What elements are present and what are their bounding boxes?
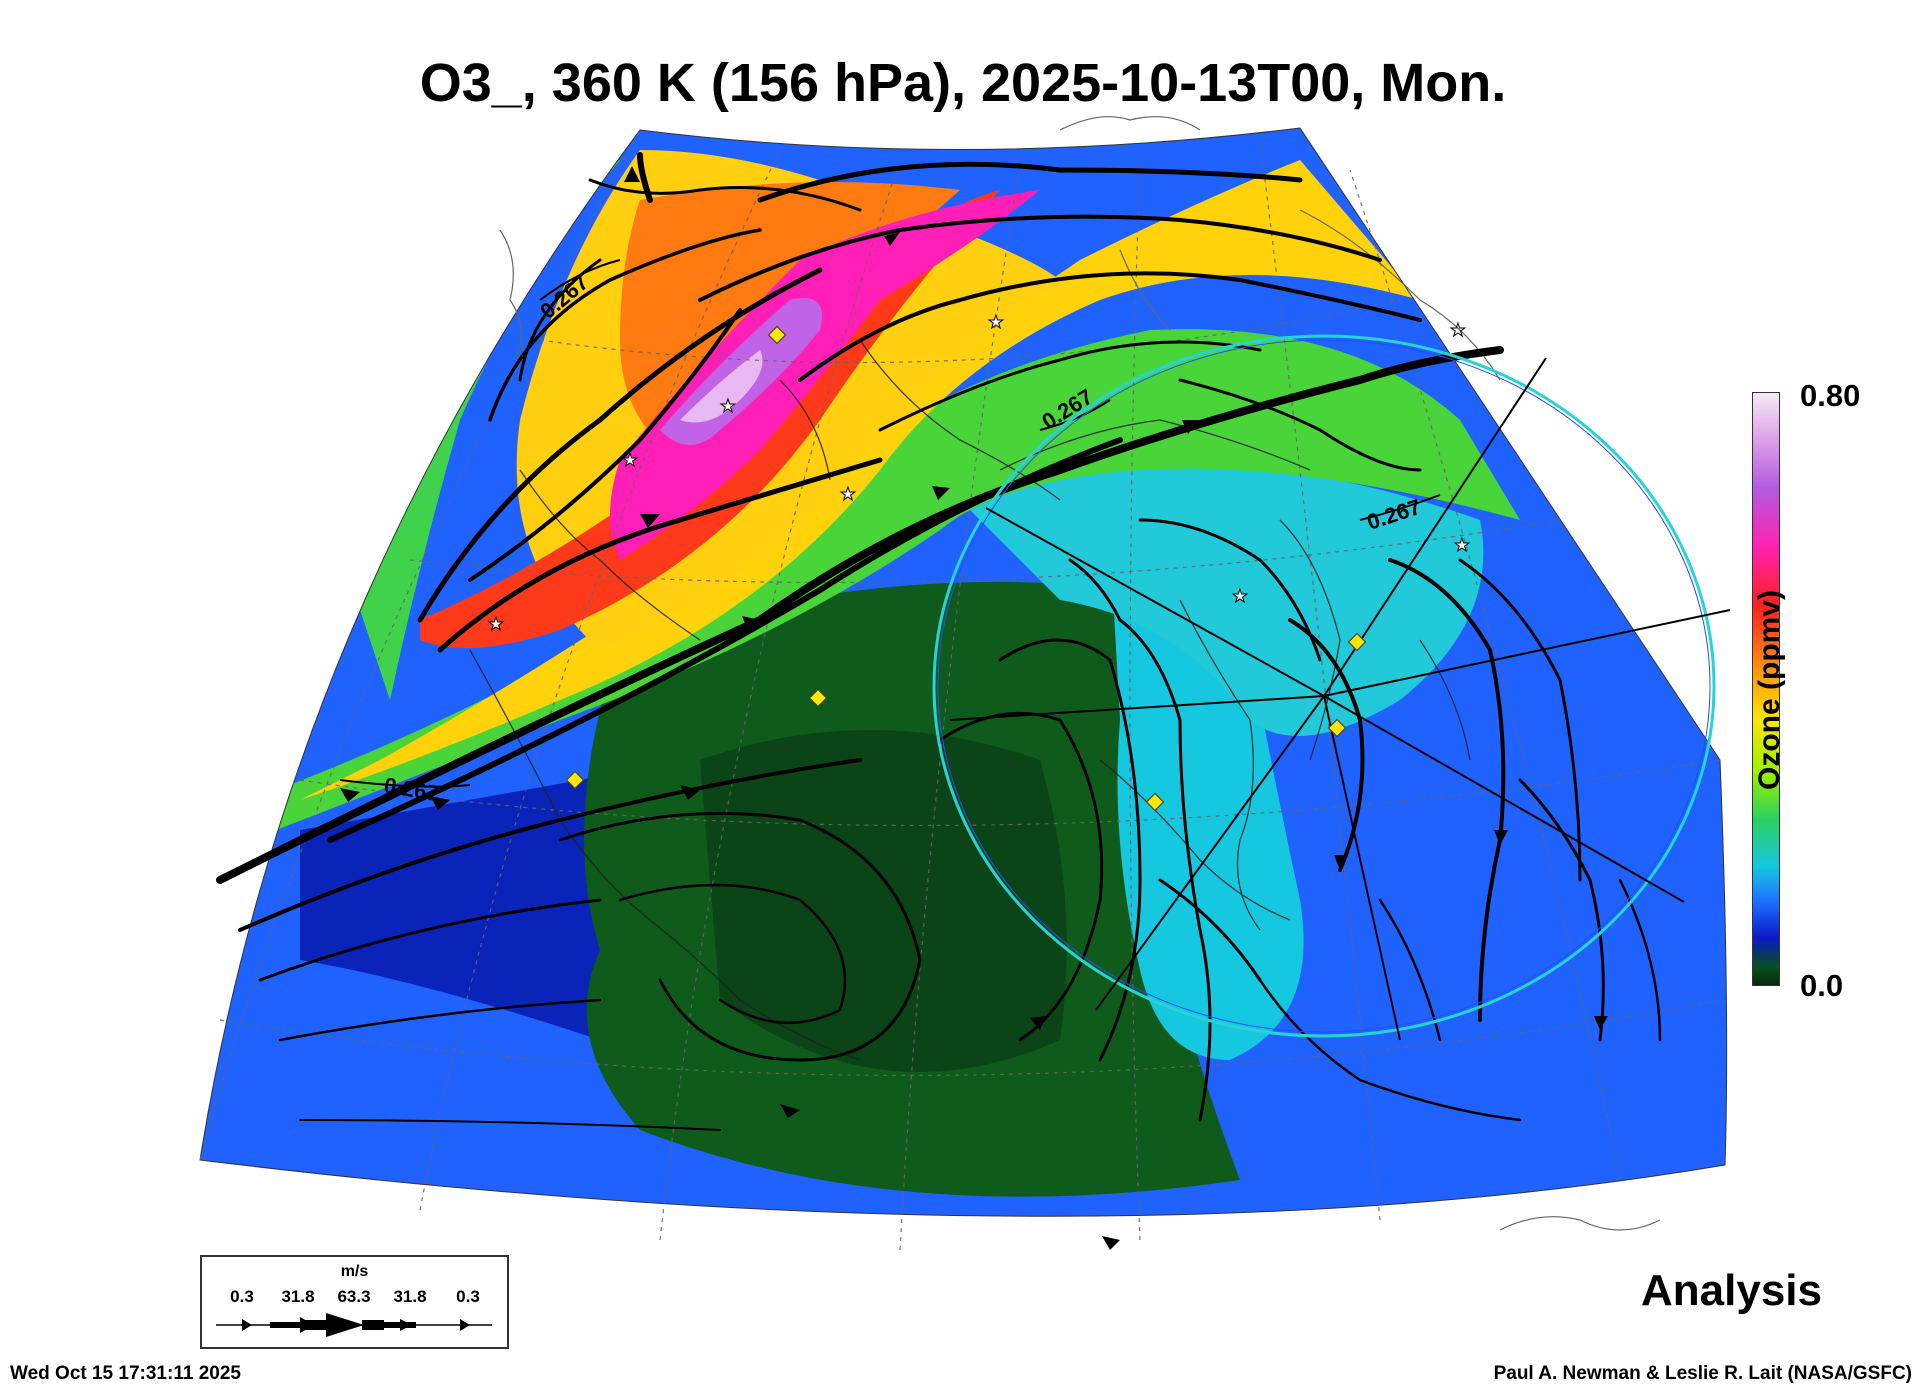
contour-0267 bbox=[339, 259, 1441, 788]
diamond-markers bbox=[565, 325, 1367, 812]
diamond-3 bbox=[565, 770, 585, 790]
radial-lines bbox=[949, 357, 1731, 1041]
timestamp: Wed Oct 15 17:31:11 2025 bbox=[10, 1363, 241, 1384]
wind-speed-label: 0.3 bbox=[230, 1287, 254, 1306]
star-marker-6: ★ bbox=[1232, 586, 1248, 606]
colorbar-max-label: 0.80 bbox=[1800, 378, 1861, 413]
station-stars: ★ ★ ★ ★ ★ ★ ★ ★ bbox=[487, 312, 1470, 635]
range-circle bbox=[932, 334, 1716, 1038]
colorbar-min-label: 0.0 bbox=[1800, 968, 1844, 1003]
field-lilac bbox=[680, 350, 763, 423]
map-title: O3_, 360 K (156 hPa), 2025-10-13T00, Mon… bbox=[419, 53, 1507, 113]
star-marker-1: ★ bbox=[622, 450, 638, 470]
star-marker-3: ★ bbox=[840, 484, 856, 504]
graticule bbox=[199, 129, 1726, 1251]
analysis-label: Analysis bbox=[1641, 1266, 1822, 1315]
star-marker-2: ★ bbox=[720, 396, 736, 416]
colorbar-title: Ozone (ppmv) bbox=[1753, 590, 1786, 790]
credit-line: Paul A. Newman & Leslie R. Lait (NASA/GS… bbox=[1493, 1363, 1912, 1384]
wind-speed-label: 31.8 bbox=[393, 1287, 427, 1306]
field-green-west bbox=[330, 160, 620, 700]
field-magenta bbox=[610, 190, 1040, 560]
wind-legend-arrow bbox=[216, 1313, 492, 1337]
star-marker-7: ★ bbox=[1454, 535, 1470, 555]
wind-legend-unit: m/s bbox=[340, 1263, 369, 1280]
field-yellow bbox=[300, 160, 1420, 800]
star-marker-8: ★ bbox=[1450, 320, 1466, 340]
diamond-6 bbox=[1327, 718, 1347, 738]
ozone-colorbar bbox=[1752, 392, 1780, 986]
star-marker-5: ★ bbox=[488, 614, 504, 634]
range-circle-inner bbox=[937, 339, 1711, 1033]
field-cyan-ne bbox=[960, 464, 1484, 736]
wind-speed-label: 31.8 bbox=[281, 1287, 315, 1306]
field-darkgreen-2 bbox=[700, 730, 1067, 1072]
wind-legend: m/s 0.3 31.8 63.3 31.8 0.3 bbox=[200, 1255, 509, 1349]
wind-speed-label: 63.3 bbox=[337, 1287, 371, 1306]
map-boundary bbox=[199, 127, 1728, 1217]
stream-arrows bbox=[340, 166, 1608, 1250]
diamond-1 bbox=[767, 325, 787, 345]
star-marker-4: ★ bbox=[988, 312, 1004, 332]
diamond-4 bbox=[1145, 792, 1165, 812]
wind-speed-label: 0.3 bbox=[456, 1287, 480, 1306]
outer-coast bbox=[499, 116, 1661, 1231]
diamond-2 bbox=[808, 688, 828, 708]
diamond-5 bbox=[1347, 632, 1367, 652]
